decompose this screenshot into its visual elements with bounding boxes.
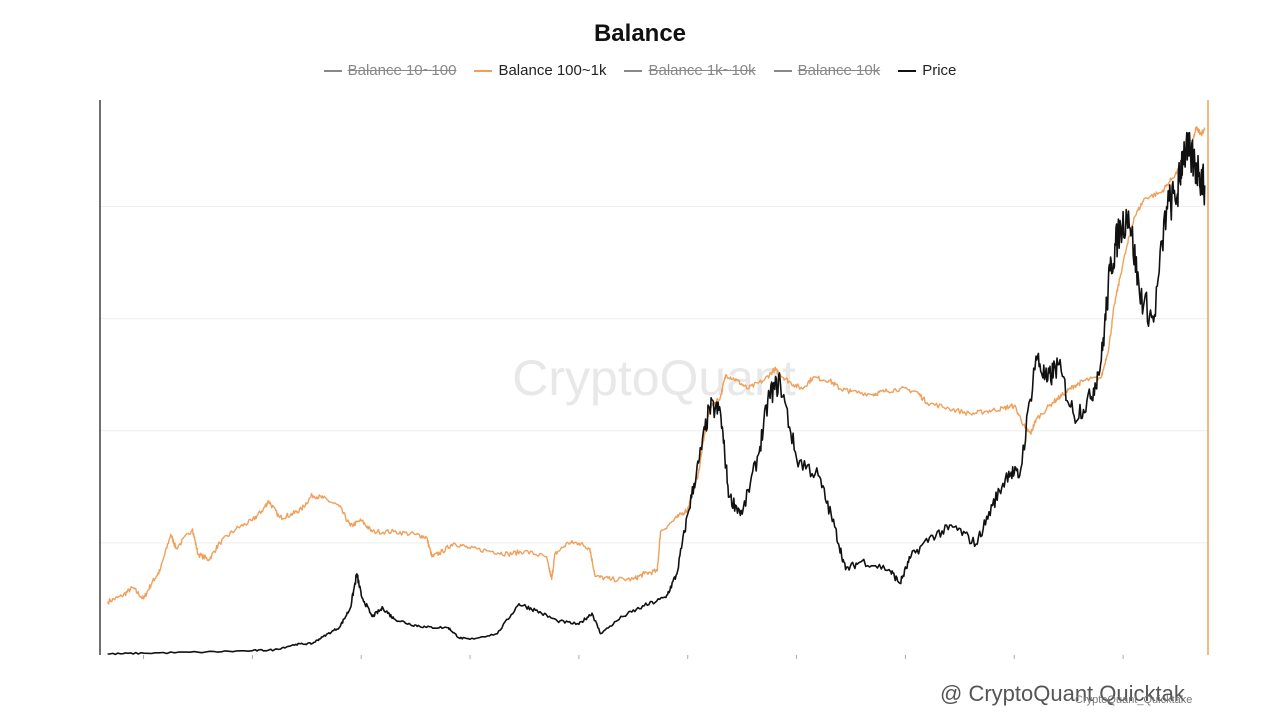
- legend-swatch: [323, 69, 342, 72]
- footer-subtext: CryptoQuant_Quicktake: [1075, 694, 1192, 706]
- chart-title: Balance: [593, 20, 687, 47]
- legend-swatch: [474, 69, 493, 72]
- legend-label: Balance 100~1k: [498, 62, 607, 79]
- legend-item[interactable]: Balance 100~1k: [474, 62, 606, 79]
- legend-item[interactable]: Balance 10~100: [323, 62, 457, 79]
- series-line-balance-100-1k: [106, 126, 1206, 605]
- footer-attribution: @ CryptoQuant Quicktak CryptoQuant_Quick…: [940, 681, 1192, 706]
- axes: [99, 100, 1209, 659]
- legend-label: Balance 10k: [797, 62, 881, 79]
- legend-swatch: [773, 69, 792, 72]
- footer-text: @ CryptoQuant Quicktak: [940, 681, 1186, 706]
- watermark: CryptoQuant: [512, 350, 796, 406]
- legend-item[interactable]: Balance 1k~10k: [624, 62, 756, 79]
- chart-legend: Balance 10~100 Balance 100~1k Balance 1k~1…: [0, 62, 1280, 79]
- series-layer: [106, 126, 1206, 656]
- legend-swatch: [898, 69, 917, 72]
- grid-lines: [100, 206, 1208, 544]
- legend-item[interactable]: Price: [898, 62, 956, 79]
- legend-item[interactable]: Balance 10k: [773, 62, 881, 79]
- legend-swatch: [624, 69, 643, 72]
- legend-label: Balance 1k~10k: [648, 62, 756, 79]
- series-line-price: [107, 131, 1206, 656]
- legend-label: Balance 10~100: [347, 62, 457, 79]
- legend-label: Price: [922, 62, 957, 79]
